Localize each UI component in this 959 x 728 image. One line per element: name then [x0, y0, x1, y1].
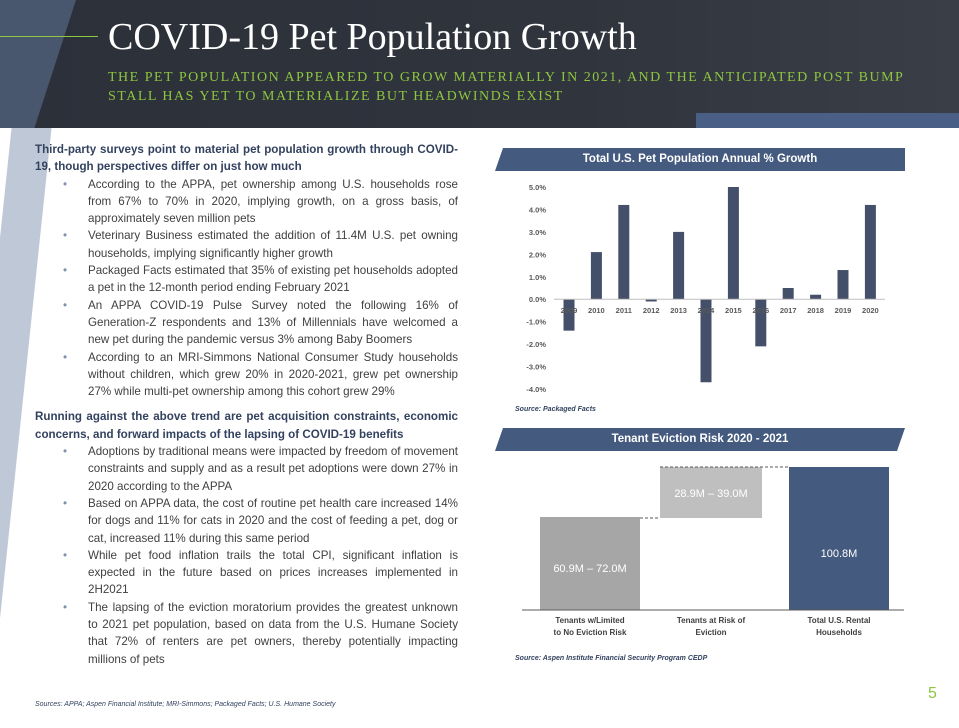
- eviction-risk-chart: 60.9M – 72.0M 28.9M – 39.0M 100.8M Tenants …: [522, 466, 904, 637]
- bullet-text: An APPA COVID-19 Pulse Survey noted the …: [88, 298, 458, 347]
- header-accent-bar: [696, 113, 959, 128]
- bullet-text: Veterinary Business estimated the additi…: [88, 229, 458, 260]
- sources-footnote: Sources: APPA; Aspen Financial Institute…: [35, 701, 336, 708]
- x-tick-label: 2019: [835, 306, 852, 315]
- bullet-item: • According to the APPA, pet ownership am…: [35, 176, 458, 228]
- bullet-item: • The lapsing of the eviction moratorium …: [35, 599, 458, 668]
- bullet-item: • An APPA COVID-19 Pulse Survey noted the…: [35, 297, 458, 349]
- chart-title: Tenant Eviction Risk 2020 - 2021: [495, 428, 905, 451]
- bullet-text: According to the APPA, pet ownership amo…: [88, 177, 458, 226]
- decorative-stripe: [0, 0, 83, 128]
- x-tick-label: 2018: [807, 306, 824, 315]
- section-heading: Third-party surveys point to material pe…: [35, 143, 458, 174]
- y-tick-label: 0.0%: [529, 295, 546, 304]
- bullet-icon: •: [63, 496, 68, 510]
- chart-title: Total U.S. Pet Population Annual % Growt…: [495, 148, 905, 171]
- x-tick-label: 2009: [561, 306, 578, 315]
- x-tick-label: 2020: [862, 306, 879, 315]
- connector-line: [640, 466, 789, 519]
- body-text: Third-party surveys point to material pe…: [35, 141, 458, 676]
- bar: [645, 299, 657, 302]
- data-label: 100.8M: [821, 548, 858, 560]
- x-tick-label: 2012: [643, 306, 660, 315]
- bar: [618, 204, 630, 300]
- y-tick-label: -4.0%: [526, 385, 546, 394]
- chart-source: Source: Aspen Institute Financial Securi…: [515, 655, 708, 662]
- bullet-icon: •: [63, 229, 68, 243]
- x-tick-label: 2011: [616, 306, 632, 315]
- bar: [590, 252, 602, 300]
- bullet-item: • Based on APPA data, the cost of routine…: [35, 495, 458, 547]
- bullet-text: While pet food inflation trails the tota…: [88, 548, 458, 597]
- bullet-item: • Veterinary Business estimated the addit…: [35, 227, 458, 262]
- bar: [782, 288, 794, 300]
- bar: [810, 294, 822, 300]
- bullet-icon: •: [63, 177, 68, 191]
- bullet-text: Packaged Facts estimated that 35% of exi…: [88, 264, 458, 295]
- bullet-icon: •: [63, 548, 68, 562]
- bullet-item: • While pet food inflation trails the tot…: [35, 547, 458, 599]
- x-tick-label: Tenants at Risk of Eviction: [677, 616, 746, 637]
- x-tick-label: 2013: [670, 306, 687, 315]
- bar: [755, 299, 767, 347]
- chart-source: Source: Packaged Facts: [515, 406, 596, 413]
- bar: [700, 299, 712, 383]
- y-tick-label: -2.0%: [526, 340, 546, 349]
- x-tick-label: 2014: [698, 306, 716, 315]
- bullet-list: • Adoptions by traditional means were imp…: [35, 443, 458, 668]
- bullet-icon: •: [63, 264, 68, 278]
- y-tick-label: -1.0%: [526, 318, 546, 327]
- data-label: 28.9M – 39.0M: [674, 488, 747, 500]
- bar: [864, 204, 876, 300]
- bullet-item: • Adoptions by traditional means were imp…: [35, 443, 458, 495]
- bullet-icon: •: [63, 600, 68, 614]
- bullet-icon: •: [63, 350, 68, 364]
- bullet-item: • Packaged Facts estimated that 35% of ex…: [35, 262, 458, 297]
- bar: [563, 299, 575, 331]
- page-title: COVID-19 Pet Population Growth: [108, 16, 637, 58]
- section-heading: Running against the above trend are pet …: [35, 410, 458, 441]
- header: COVID-19 Pet Population Growth THE PET P…: [0, 0, 959, 128]
- bullet-text: Based on APPA data, the cost of routine …: [88, 496, 458, 545]
- bullet-list: • According to the APPA, pet ownership am…: [35, 176, 458, 401]
- x-tick-label: 2017: [780, 306, 797, 315]
- x-tick-label: 2015: [725, 306, 742, 315]
- y-tick-label: 4.0%: [529, 205, 546, 214]
- y-tick-label: -3.0%: [526, 363, 546, 372]
- y-tick-label: 5.0%: [529, 183, 546, 192]
- bullet-item: • According to an MRI-Simmons National Co…: [35, 349, 458, 401]
- bullet-icon: •: [63, 445, 68, 459]
- x-tick-label: 2010: [588, 306, 605, 315]
- x-tick-label: 2016: [752, 306, 769, 315]
- bar: [789, 467, 889, 610]
- bullet-text: The lapsing of the eviction moratorium p…: [88, 600, 458, 666]
- bar: [727, 187, 739, 300]
- y-tick-label: 3.0%: [529, 228, 546, 237]
- y-tick-label: 2.0%: [529, 250, 546, 259]
- x-tick-label: Tenants w/Limited to No Eviction Risk: [554, 616, 627, 637]
- bar: [837, 270, 849, 300]
- bar: [540, 517, 640, 610]
- pet-growth-chart: 5.0% 4.0% 3.0% 2.0% 1.0% 0.0% -1.0% -2.0% -3.0% -…: [526, 183, 885, 394]
- bullet-text: According to an MRI-Simmons National Con…: [88, 350, 458, 399]
- title-rule: [0, 36, 98, 37]
- bar: [660, 467, 762, 518]
- x-tick-label: Total U.S. Rental Households: [808, 616, 871, 637]
- bullet-text: Adoptions by traditional means were impa…: [88, 445, 458, 493]
- y-tick-label: 1.0%: [529, 273, 546, 282]
- data-label: 60.9M – 72.0M: [553, 563, 626, 575]
- page-subtitle: THE PET POPULATION APPEARED TO GROW MATE…: [108, 70, 904, 104]
- bar: [673, 231, 685, 300]
- bullet-icon: •: [63, 298, 68, 312]
- page-number: 5: [928, 685, 937, 702]
